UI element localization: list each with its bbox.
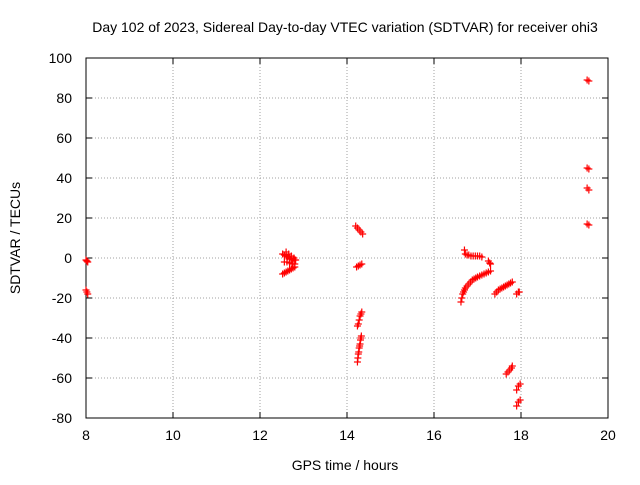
data-point <box>458 294 466 302</box>
data-point <box>355 316 363 324</box>
data-point <box>83 257 91 265</box>
x-tick-labels: 8 10 12 14 16 18 20 <box>82 427 616 443</box>
data-point <box>585 186 593 194</box>
data-point <box>516 380 524 388</box>
x-tick-label: 8 <box>82 427 90 443</box>
chart-title: Day 102 of 2023, Sidereal Day-to-day VTE… <box>92 19 598 35</box>
data-point <box>358 260 366 268</box>
x-tick-label: 18 <box>513 427 529 443</box>
y-tick-labels: -80 -60 -40 -20 0 20 40 60 80 100 <box>49 50 73 426</box>
x-tick-label: 20 <box>600 427 616 443</box>
x-tick-label: 12 <box>252 427 268 443</box>
data-point <box>487 260 495 268</box>
y-axis-label: SDTVAR / TECUs <box>7 182 23 294</box>
data-point <box>486 259 494 267</box>
data-point <box>585 77 593 85</box>
data-point <box>508 362 516 370</box>
data-point <box>585 165 593 173</box>
axis-ticks <box>85 57 609 419</box>
x-tick-label: 16 <box>426 427 442 443</box>
data-point <box>583 76 591 84</box>
data-point <box>457 298 465 306</box>
y-tick-label: -80 <box>52 410 72 426</box>
y-tick-label: -60 <box>52 370 72 386</box>
data-point <box>513 386 521 394</box>
y-tick-label: 100 <box>49 50 73 66</box>
data-point <box>359 230 367 238</box>
x-tick-label: 10 <box>165 427 181 443</box>
data-point <box>508 278 516 286</box>
data-point <box>487 267 495 275</box>
data-point <box>585 221 593 229</box>
data-point <box>516 396 524 404</box>
x-axis-label: GPS time / hours <box>292 457 399 473</box>
y-tick-label: 0 <box>64 250 72 266</box>
y-tick-label: 20 <box>56 210 72 226</box>
y-tick-label: 40 <box>56 170 72 186</box>
data-point <box>513 402 521 410</box>
data-point <box>478 253 486 261</box>
data-point <box>357 332 365 340</box>
x-tick-label: 14 <box>339 427 355 443</box>
data-point <box>583 220 591 228</box>
y-tick-label: -20 <box>52 290 72 306</box>
data-points <box>82 76 593 410</box>
y-tick-label: 60 <box>56 130 72 146</box>
data-point <box>84 290 92 298</box>
data-point <box>84 258 92 266</box>
data-point <box>460 246 468 254</box>
data-point <box>583 164 591 172</box>
data-point <box>515 288 523 296</box>
data-point <box>292 256 300 264</box>
y-tick-label: 80 <box>56 90 72 106</box>
data-point <box>291 260 299 268</box>
y-tick-label: -40 <box>52 330 72 346</box>
data-point <box>358 308 366 316</box>
grid <box>86 58 608 418</box>
data-point <box>354 320 362 328</box>
